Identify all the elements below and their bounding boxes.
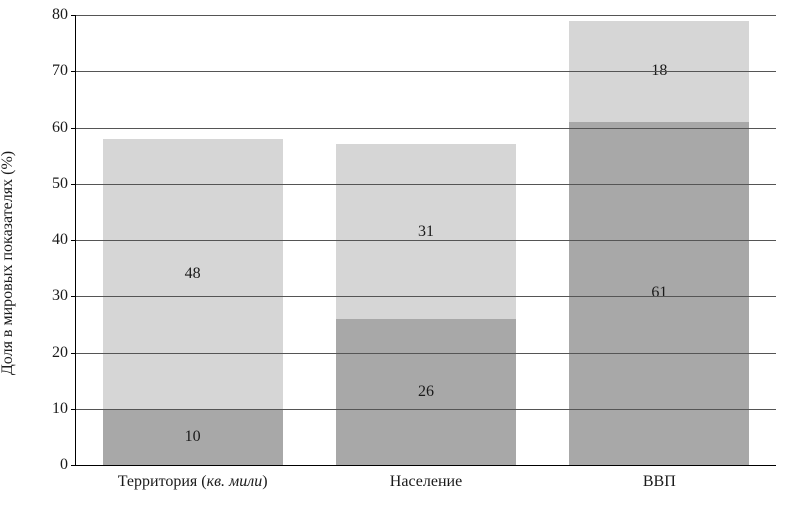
bar-segment-dark: 26 [336, 319, 516, 465]
y-tick-mark [71, 71, 76, 72]
plot-area: 4810Территория (кв. мили)3126Население18… [75, 15, 776, 466]
grid-line [76, 184, 776, 185]
x-tick-label-part: ) [262, 473, 267, 490]
x-tick-label-part: Территория ( [118, 473, 207, 490]
x-tick-label: ВВП [643, 465, 676, 491]
y-tick-mark [71, 353, 76, 354]
chart-container: Доля в мировых показателях (%) 4810Терри… [0, 0, 790, 507]
grid-line [76, 128, 776, 129]
bar-segment-dark: 61 [569, 122, 749, 465]
y-tick-mark [71, 409, 76, 410]
y-tick-mark [71, 128, 76, 129]
y-tick-mark [71, 184, 76, 185]
y-axis-label: Доля в мировых показателях (%) [0, 150, 17, 374]
x-tick-label-part: кв. мили [207, 473, 263, 490]
bar-segment-light: 48 [103, 139, 283, 409]
y-tick-mark [71, 15, 76, 16]
y-tick-mark [71, 465, 76, 466]
grid-line [76, 296, 776, 297]
x-tick-label: Население [390, 465, 462, 491]
grid-line [76, 353, 776, 354]
x-tick-label-part: Население [390, 473, 462, 490]
x-tick-label: Территория (кв. мили) [118, 465, 268, 491]
grid-line [76, 71, 776, 72]
y-tick-mark [71, 240, 76, 241]
grid-line [76, 409, 776, 410]
bar-segment-light: 31 [336, 144, 516, 318]
grid-line [76, 15, 776, 16]
grid-line [76, 240, 776, 241]
y-tick-mark [71, 296, 76, 297]
bar-segment-dark: 10 [103, 409, 283, 465]
x-tick-label-part: ВВП [643, 473, 676, 490]
